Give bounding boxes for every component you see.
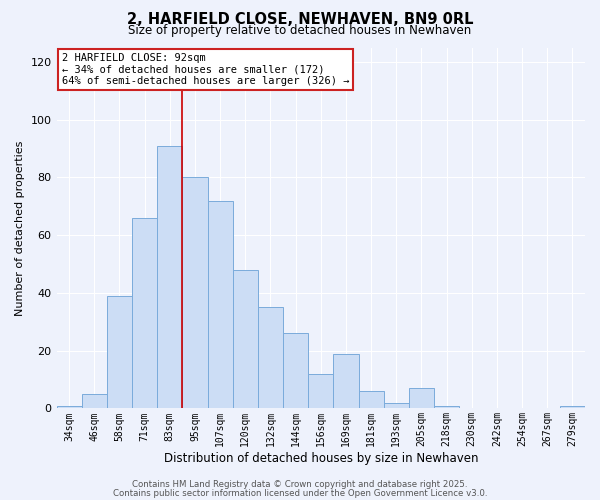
- Bar: [283, 334, 308, 408]
- Bar: [334, 354, 359, 408]
- Bar: [107, 296, 132, 408]
- Bar: [409, 388, 434, 408]
- Bar: [359, 391, 383, 408]
- Text: 2 HARFIELD CLOSE: 92sqm
← 34% of detached houses are smaller (172)
64% of semi-d: 2 HARFIELD CLOSE: 92sqm ← 34% of detache…: [62, 53, 349, 86]
- Text: Size of property relative to detached houses in Newhaven: Size of property relative to detached ho…: [128, 24, 472, 37]
- Text: 2, HARFIELD CLOSE, NEWHAVEN, BN9 0RL: 2, HARFIELD CLOSE, NEWHAVEN, BN9 0RL: [127, 12, 473, 28]
- Bar: [132, 218, 157, 408]
- Bar: [383, 402, 409, 408]
- Bar: [308, 374, 334, 408]
- Bar: [434, 406, 459, 408]
- Bar: [560, 406, 585, 408]
- Bar: [157, 146, 182, 408]
- Text: Contains HM Land Registry data © Crown copyright and database right 2025.: Contains HM Land Registry data © Crown c…: [132, 480, 468, 489]
- Bar: [182, 178, 208, 408]
- Bar: [208, 200, 233, 408]
- Bar: [82, 394, 107, 408]
- Text: Contains public sector information licensed under the Open Government Licence v3: Contains public sector information licen…: [113, 488, 487, 498]
- X-axis label: Distribution of detached houses by size in Newhaven: Distribution of detached houses by size …: [164, 452, 478, 465]
- Bar: [56, 406, 82, 408]
- Y-axis label: Number of detached properties: Number of detached properties: [15, 140, 25, 316]
- Bar: [258, 308, 283, 408]
- Bar: [233, 270, 258, 408]
